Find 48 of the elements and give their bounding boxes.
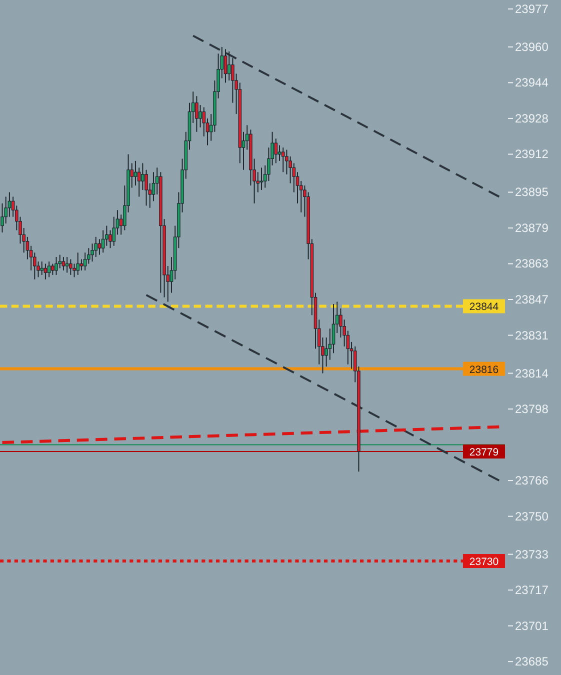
ref-line-label: 23816 (469, 364, 499, 376)
candlestick (98, 238, 102, 256)
y-tick-label: 23863 (515, 256, 549, 271)
candlestick (281, 147, 285, 173)
y-tick-label: 23733 (515, 547, 549, 562)
candlestick (80, 258, 84, 271)
candlestick (224, 48, 228, 84)
candlestick (260, 167, 264, 190)
candlestick (44, 263, 48, 280)
y-tick-label: 23717 (515, 583, 549, 598)
candlestick (54, 256, 58, 276)
candlestick (72, 263, 76, 278)
candlestick (51, 263, 54, 276)
candlestick (108, 230, 112, 249)
y-tick-label: 23766 (515, 474, 549, 488)
candlestick (47, 261, 51, 278)
candlestick (141, 162, 144, 190)
ref-line-label: 23779 (469, 446, 499, 458)
candlestick (198, 104, 202, 128)
y-tick-label: 23912 (515, 147, 549, 162)
y-tick-label: 23685 (515, 654, 549, 669)
candlestick (101, 230, 105, 254)
candlestick (65, 256, 69, 274)
candlestick (94, 236, 98, 258)
candlestick (69, 258, 72, 276)
y-tick-label: 23895 (515, 185, 549, 200)
candlestick (76, 252, 80, 276)
y-tick-label: 23960 (515, 40, 549, 54)
y-tick-label: 23928 (515, 111, 549, 126)
y-tick-label: 23977 (515, 2, 549, 16)
y-tick-label: 23701 (515, 618, 549, 633)
candlestick (278, 144, 282, 162)
y-tick-label: 23798 (515, 402, 549, 416)
candlestick (134, 160, 138, 186)
y-tick-label: 23831 (515, 328, 549, 342)
y-tick-label: 23847 (515, 292, 549, 307)
candlestick (195, 96, 198, 132)
candlestick (274, 138, 278, 164)
y-tick-label: 23944 (515, 76, 549, 90)
y-tick-label: 23750 (515, 509, 549, 524)
candlestick (62, 256, 66, 271)
candlestick (40, 261, 44, 276)
candlestick (227, 50, 231, 81)
ref-line-label: 23844 (469, 301, 499, 314)
ref-line-label: 23730 (469, 556, 499, 568)
y-tick-label: 23814 (515, 366, 549, 380)
candlestick (83, 252, 87, 271)
y-tick-label: 23879 (515, 220, 549, 235)
